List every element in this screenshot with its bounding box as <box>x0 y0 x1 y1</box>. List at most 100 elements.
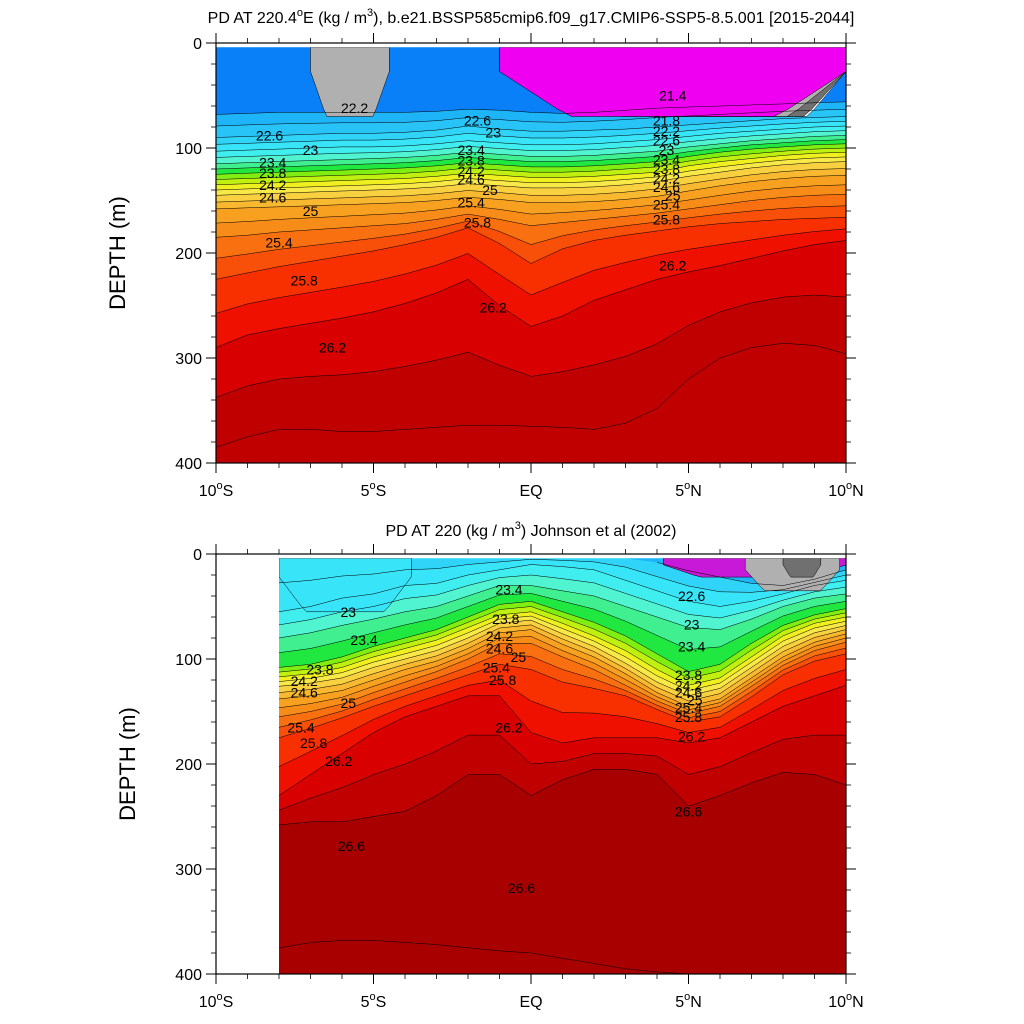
x-tick-label: EQ <box>519 483 542 500</box>
contour-label: 24.6 <box>259 189 286 205</box>
contour-label: 26.6 <box>338 838 365 854</box>
contour-line <box>278 615 847 691</box>
contour-label: 25.4 <box>675 699 702 715</box>
contour-label: 25 <box>341 695 357 711</box>
x-tick-label: 10oN <box>828 480 863 500</box>
contour-line <box>215 343 847 448</box>
contour-label: 25.8 <box>489 672 516 688</box>
surface-lens <box>310 46 390 117</box>
contour-label: 25.8 <box>291 272 318 288</box>
contour-label: 25 <box>482 182 498 198</box>
x-tick-label: 5oS <box>361 480 387 500</box>
contour-label: 24.2 <box>653 170 680 186</box>
contour-line <box>215 205 847 259</box>
x-tick-label: 10oN <box>828 991 863 1011</box>
contour-line <box>278 606 847 679</box>
contour-label: 23.8 <box>675 667 702 683</box>
contour-line <box>215 143 847 175</box>
contour-label: 25 <box>687 692 703 708</box>
contour-label: 23.4 <box>653 152 680 168</box>
contour-line <box>215 139 847 170</box>
contour-line <box>215 116 847 138</box>
contour-line <box>215 151 847 186</box>
contour-label: 25 <box>303 203 319 219</box>
contour-label: 23.8 <box>653 161 680 177</box>
contour-label: 23.4 <box>259 155 286 171</box>
contour-line <box>278 593 847 653</box>
contour-label: 26.2 <box>319 340 346 356</box>
contour-label: 24.2 <box>291 673 318 689</box>
contour-line <box>278 669 847 767</box>
contour-line <box>215 168 847 203</box>
contour-label: 24.6 <box>675 685 702 701</box>
y-tick-label: 200 <box>175 757 202 774</box>
contour-label: 23.8 <box>458 153 485 169</box>
contour-label: 23 <box>485 124 501 140</box>
contour-line <box>215 135 847 165</box>
y-axis-label: DEPTH (m) <box>105 196 130 310</box>
contour-label: 24.6 <box>291 685 318 701</box>
y-tick-label: 100 <box>175 652 202 669</box>
contour-line <box>278 629 847 707</box>
x-tick-label: 5oN <box>675 480 702 500</box>
contour-label: 22.6 <box>653 133 680 149</box>
contour-line <box>215 120 847 145</box>
contour-line <box>278 559 847 593</box>
x-tick-label: EQ <box>519 994 542 1011</box>
contour-label: 22.2 <box>341 100 368 116</box>
y-tick-label: 300 <box>175 351 202 368</box>
y-tick-label: 200 <box>175 246 202 263</box>
contour-line <box>215 161 847 196</box>
contour-label: 26.2 <box>678 729 705 745</box>
contour-label: 22.6 <box>464 113 491 129</box>
y-tick-label: 100 <box>175 141 202 158</box>
contour-line <box>215 184 847 224</box>
contour-label: 22.6 <box>678 588 705 604</box>
contour-label: 25.8 <box>464 215 491 231</box>
contour-label: 24.6 <box>458 172 485 188</box>
x-tick-label: 10oS <box>199 991 234 1011</box>
contour-label: 24.2 <box>458 163 485 179</box>
contour-label: 26.6 <box>508 880 535 896</box>
contour-label: 25.8 <box>300 735 327 751</box>
y-tick-label: 400 <box>175 456 202 473</box>
contour-line <box>278 564 847 613</box>
contour-label: 25 <box>511 649 527 665</box>
panel-title: PD AT 220.4oE (kg / m3), b.e21.BSSP585cm… <box>208 7 855 27</box>
contour-label: 24.2 <box>486 628 513 644</box>
contour-line <box>215 193 847 238</box>
panel-observed: 2323.423.824.224.62525.425.826.226.623.4… <box>115 520 864 1011</box>
contour-label: 26.2 <box>495 719 522 735</box>
contour-line <box>278 585 847 639</box>
contour-label: 26.2 <box>325 753 352 769</box>
contour-line <box>215 228 847 314</box>
contour-line <box>278 641 847 718</box>
contour-label: 25.8 <box>675 709 702 725</box>
contour-label: 25.4 <box>458 195 485 211</box>
contour-line <box>215 147 847 180</box>
contour-label: 24.6 <box>653 179 680 195</box>
contour-line <box>215 130 847 158</box>
contour-label: 23.8 <box>306 662 333 678</box>
contour-line <box>278 769 847 826</box>
contour-line <box>215 217 847 280</box>
contour-label: 25.4 <box>653 197 680 213</box>
contour-line <box>278 624 847 702</box>
top-gap <box>216 43 846 48</box>
contour-line <box>278 647 847 728</box>
panel-model: 22.222.62323.423.824.224.62525.425.826.2… <box>105 7 864 500</box>
surface-lens <box>782 557 822 578</box>
contour-label: 23 <box>684 616 700 632</box>
contour-label: 21.8 <box>653 113 680 129</box>
contour-label: 23.8 <box>492 611 519 627</box>
contour-label: 22.6 <box>256 127 283 143</box>
contour-line <box>215 294 847 398</box>
contour-label: 23 <box>659 142 675 158</box>
contour-line <box>278 653 847 739</box>
x-tick-label: 5oN <box>675 991 702 1011</box>
contour-label: 21.4 <box>659 88 686 104</box>
contour-line <box>656 562 847 586</box>
contour-line <box>278 685 847 796</box>
contour-line <box>215 240 847 348</box>
